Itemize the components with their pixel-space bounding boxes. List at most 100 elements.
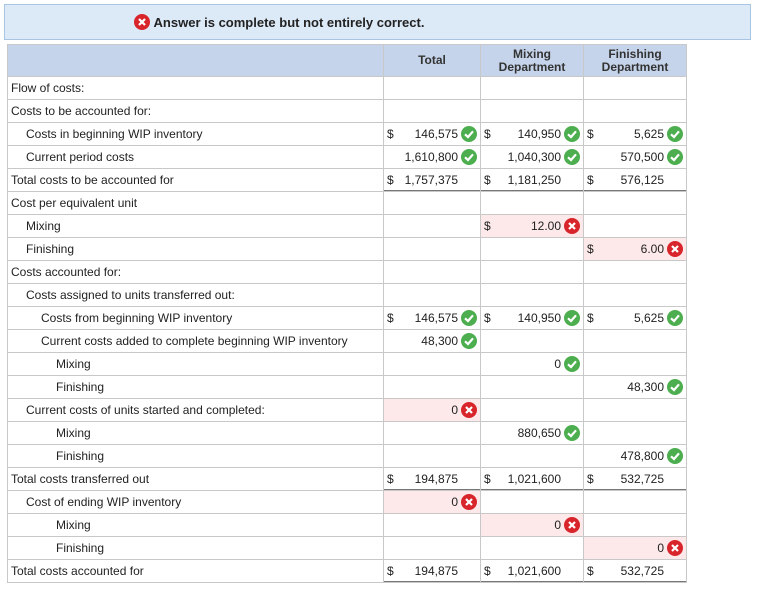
dollar-sign: $ bbox=[387, 563, 394, 578]
value-cell bbox=[383, 421, 481, 445]
dollar-sign: $ bbox=[484, 471, 491, 486]
cross-icon bbox=[564, 218, 580, 234]
cell-value: 570,500 bbox=[620, 150, 664, 164]
dollar-sign: $ bbox=[484, 172, 491, 187]
cell-content: $12.00 bbox=[481, 215, 583, 237]
value-cell bbox=[480, 191, 584, 215]
cell-content: 0 bbox=[384, 491, 480, 513]
cell-value: 0 bbox=[451, 403, 458, 417]
cell-value: 1,181,250 bbox=[507, 172, 561, 187]
check-icon bbox=[667, 149, 683, 165]
value-cell: $1,181,250 bbox=[480, 168, 584, 192]
cell-content: $1,021,600 bbox=[481, 560, 583, 582]
dollar-sign: $ bbox=[387, 471, 394, 486]
cell-value: 0 bbox=[657, 541, 664, 555]
cell-content: 48,300 bbox=[584, 376, 686, 398]
row-label: Mixing bbox=[7, 352, 384, 376]
cell-value: 140,950 bbox=[517, 311, 561, 325]
value-cell: 478,800 bbox=[583, 444, 687, 468]
row-label: Finishing bbox=[7, 536, 384, 560]
cell-value: 1,021,600 bbox=[507, 563, 561, 578]
row: Mixing 0 bbox=[7, 352, 687, 376]
dollar-sign: $ bbox=[587, 127, 594, 141]
value-cell bbox=[480, 283, 584, 307]
value-cell bbox=[583, 76, 687, 100]
header-text: Department bbox=[498, 59, 566, 74]
row: Flow of costs: bbox=[7, 76, 687, 100]
value-cell: $12.00 bbox=[480, 214, 584, 238]
value-cell: $194,875 bbox=[383, 467, 481, 491]
value-cell bbox=[480, 260, 584, 284]
row-label: Current costs added to complete beginnin… bbox=[7, 329, 384, 353]
value-cell: 0 bbox=[480, 352, 584, 376]
row: Mixing 0 bbox=[7, 513, 687, 537]
row: Total costs to be accounted for $1,757,37… bbox=[7, 168, 687, 192]
row-label: Finishing bbox=[7, 375, 384, 399]
feedback-banner: Answer is complete but not entirely corr… bbox=[4, 4, 751, 40]
cell-value: 532,725 bbox=[620, 563, 664, 578]
row: Costs assigned to units transferred out: bbox=[7, 283, 687, 307]
header-cell bbox=[7, 44, 384, 77]
row: Mixing $12.00 bbox=[7, 214, 687, 238]
cell-content: $532,725 bbox=[584, 468, 686, 490]
cell-value: 532,725 bbox=[620, 471, 664, 486]
row: Finishing 0 bbox=[7, 536, 687, 560]
cell-value: 12.00 bbox=[530, 219, 561, 233]
banner-text: Answer is complete but not entirely corr… bbox=[153, 14, 425, 30]
cell-value: 6.00 bbox=[640, 242, 664, 256]
value-cell bbox=[583, 260, 687, 284]
value-cell bbox=[480, 536, 584, 560]
cell-content: 48,300 bbox=[384, 330, 480, 352]
cross-icon bbox=[133, 14, 150, 30]
value-cell: $5,625 bbox=[583, 122, 687, 146]
value-cell bbox=[480, 444, 584, 468]
check-icon bbox=[667, 310, 683, 326]
cell-content: $194,875 bbox=[384, 468, 480, 490]
check-icon bbox=[667, 379, 683, 395]
header-text: Department bbox=[601, 59, 669, 74]
cross-icon bbox=[461, 494, 477, 510]
value-cell bbox=[480, 237, 584, 261]
header-cell: Total bbox=[383, 44, 481, 77]
row-label: Costs accounted for: bbox=[7, 260, 384, 284]
cell-value: 146,575 bbox=[414, 311, 458, 325]
cell-value: 880,650 bbox=[517, 426, 561, 440]
check-icon bbox=[564, 356, 580, 372]
cell-value: 0 bbox=[554, 357, 561, 371]
value-cell bbox=[583, 513, 687, 537]
row: Current costs of units started and compl… bbox=[7, 398, 687, 422]
cell-value: 194,875 bbox=[414, 471, 458, 486]
row-label: Flow of costs: bbox=[7, 76, 384, 100]
check-icon bbox=[564, 149, 580, 165]
cross-icon bbox=[461, 402, 477, 418]
check-icon bbox=[461, 310, 477, 326]
cell-value: 48,300 bbox=[421, 334, 458, 348]
cell-content: 0 bbox=[481, 514, 583, 536]
value-cell: 0 bbox=[480, 513, 584, 537]
cell-value: 194,875 bbox=[414, 563, 458, 578]
row-label: Costs to be accounted for: bbox=[7, 99, 384, 123]
value-cell: 880,650 bbox=[480, 421, 584, 445]
dollar-sign: $ bbox=[387, 172, 394, 187]
cell-content: 0 bbox=[584, 537, 686, 559]
value-cell bbox=[383, 260, 481, 284]
cell-content: $146,575 bbox=[384, 123, 480, 145]
row: Finishing 48,300 bbox=[7, 375, 687, 399]
row-label: Costs from beginning WIP inventory bbox=[7, 306, 384, 330]
cell-content: 570,500 bbox=[584, 146, 686, 168]
value-cell bbox=[383, 76, 481, 100]
value-cell bbox=[583, 398, 687, 422]
dollar-sign: $ bbox=[484, 311, 491, 325]
value-cell: 48,300 bbox=[383, 329, 481, 353]
value-cell bbox=[383, 375, 481, 399]
value-cell: 0 bbox=[583, 536, 687, 560]
dollar-sign: $ bbox=[587, 172, 594, 187]
check-icon bbox=[461, 333, 477, 349]
value-cell bbox=[480, 490, 584, 514]
cost-table: Total Mixing Department Finishing Department… bbox=[7, 44, 687, 583]
cell-content: $140,950 bbox=[481, 123, 583, 145]
value-cell: $1,757,375 bbox=[383, 168, 481, 192]
row-label: Mixing bbox=[7, 421, 384, 445]
row: Finishing 478,800 bbox=[7, 444, 687, 468]
